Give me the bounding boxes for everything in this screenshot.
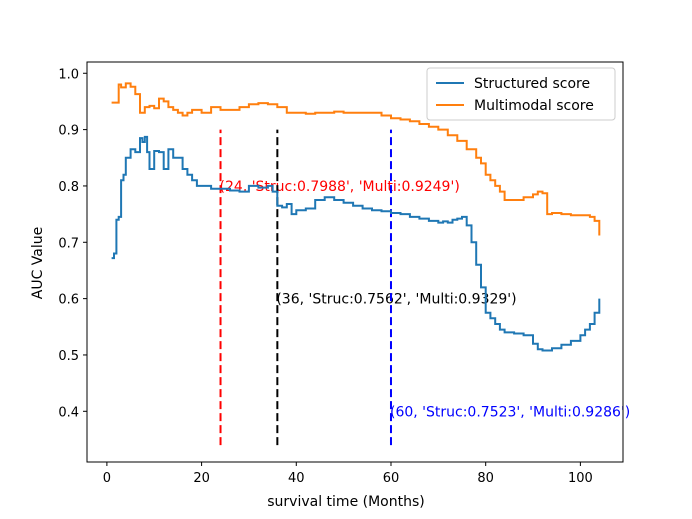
x-tick-label: 20	[193, 471, 210, 486]
x-axis-label: survival time (Months)	[267, 494, 424, 510]
y-tick-label: 1.0	[58, 67, 79, 82]
y-tick-label: 0.6	[58, 293, 79, 308]
marker-annotation-60: (60, 'Struc:0.7523', 'Multi:0.9286')	[390, 404, 630, 420]
x-tick-label: 80	[477, 471, 494, 486]
y-tick-label: 0.8	[58, 180, 79, 195]
legend-box	[426, 67, 616, 121]
series-line-multimodal	[111, 82, 601, 236]
y-tick-label: 0.7	[58, 236, 79, 251]
x-tick-label: 60	[383, 471, 400, 486]
legend: Structured score Multimodal score	[426, 67, 616, 121]
x-axis-ticks: 0 20 40 60 80 100	[103, 462, 593, 486]
y-tick-label: 0.4	[58, 405, 79, 420]
y-tick-label: 0.9	[58, 124, 79, 139]
series-line-structured	[111, 135, 601, 352]
marker-annotation-24: (24, 'Struc:0.7988', 'Multi:0.9249')	[220, 179, 460, 195]
y-axis-ticks: 0.4 0.5 0.6 0.7 0.8 0.9 1.0	[58, 67, 87, 420]
plot-area: (24, 'Struc:0.7988', 'Multi:0.9249') (36,…	[111, 82, 630, 446]
x-tick-label: 0	[103, 471, 111, 486]
y-tick-label: 0.5	[58, 349, 79, 364]
x-tick-label: 40	[288, 471, 305, 486]
legend-label: Multimodal score	[474, 98, 594, 114]
marker-annotation-36: (36, 'Struc:0.7562', 'Multi:0.9329')	[276, 292, 516, 308]
x-tick-label: 100	[568, 471, 593, 486]
legend-label: Structured score	[474, 76, 590, 92]
axes-frame	[86, 61, 624, 463]
y-axis-label: AUC Value	[30, 227, 46, 300]
